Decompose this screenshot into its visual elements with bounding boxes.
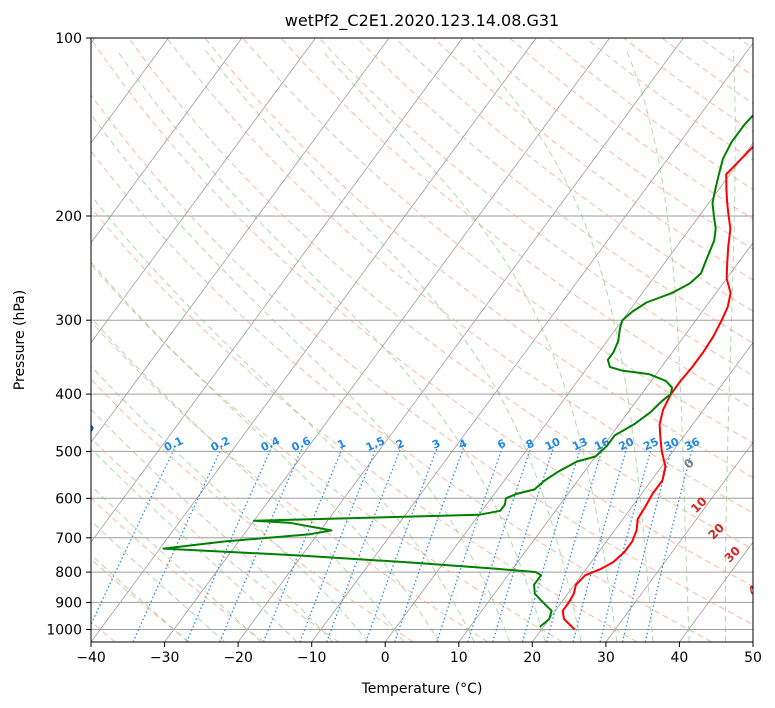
y-axis-label: Pressure (hPa) bbox=[12, 290, 28, 390]
temperature-trace bbox=[561, 145, 753, 631]
moist-adiabat-line bbox=[91, 316, 405, 642]
dry-adiabat-line bbox=[394, 38, 753, 312]
mixing-ratio-label: 10 bbox=[543, 435, 563, 453]
moist-adiabat-line bbox=[91, 408, 334, 642]
plot-frame bbox=[90, 37, 754, 643]
y-axis: 100 200 300 400 500 600 700 800 900 1000 bbox=[46, 31, 91, 639]
mixing-ratio-line bbox=[521, 446, 582, 642]
isotherm-line bbox=[91, 38, 316, 344]
moist-adiabat-line bbox=[724, 50, 736, 642]
mixing-ratio-line bbox=[326, 445, 403, 642]
grid-lines bbox=[91, 38, 753, 642]
dry-adiabat-line bbox=[91, 150, 713, 642]
moist-adiabat-line bbox=[91, 554, 189, 642]
moist-adiabat-line bbox=[91, 113, 511, 642]
dry-adiabat-line bbox=[356, 38, 753, 344]
isotherm-line bbox=[91, 38, 463, 543]
mixing-ratio-line bbox=[91, 445, 177, 626]
plot-area: 0.10.20.40.611.52346810131620253036-100-… bbox=[73, 37, 767, 643]
mixing-ratio-line bbox=[394, 445, 465, 642]
isotherm-line bbox=[91, 38, 169, 144]
dry-adiabat-line bbox=[318, 38, 753, 377]
y-tick-label: 400 bbox=[55, 387, 82, 403]
mixing-ratio-line bbox=[467, 446, 532, 642]
y-tick-label: 500 bbox=[55, 444, 82, 460]
isotherm-line bbox=[605, 441, 753, 642]
isotherm-line bbox=[91, 38, 390, 444]
moist-adiabats bbox=[91, 50, 736, 642]
y-tick-label: 300 bbox=[55, 313, 82, 329]
moist-adiabat-line bbox=[91, 194, 475, 642]
x-tick-label: 0 bbox=[381, 650, 390, 666]
moist-adiabat-line bbox=[473, 50, 654, 642]
moist-adiabat-line bbox=[116, 50, 546, 642]
isotherm-line bbox=[237, 38, 684, 642]
x-tick-label: −10 bbox=[297, 650, 327, 666]
y-tick-label: 900 bbox=[55, 595, 82, 611]
mixing-ratio-line bbox=[436, 446, 504, 642]
x-tick-label: −30 bbox=[150, 650, 180, 666]
moist-adiabat-line bbox=[91, 447, 298, 642]
y-tick-label: 800 bbox=[55, 565, 82, 581]
x-tick-label: −20 bbox=[223, 650, 253, 666]
mixing-ratio-label: 36 bbox=[683, 435, 703, 453]
moist-adiabat-line bbox=[626, 50, 690, 642]
mixing-ratio-line bbox=[299, 445, 378, 642]
mixing-ratio-line bbox=[186, 445, 273, 642]
dry-adiabat-line bbox=[91, 378, 414, 642]
mixing-ratio-line bbox=[546, 446, 604, 642]
isotherm-line bbox=[91, 38, 243, 244]
isotherm-line bbox=[311, 42, 753, 642]
moist-adiabat-line bbox=[91, 261, 440, 642]
y-tick-label: 700 bbox=[55, 531, 82, 547]
moist-adiabat-line bbox=[91, 365, 369, 642]
x-axis: −40 −30 −20 −10 0 10 20 30 40 50 bbox=[76, 642, 762, 666]
isotherm-line bbox=[531, 341, 753, 642]
mixing-ratio-label: 30 bbox=[662, 435, 682, 453]
mixing-ratio-label: 20 bbox=[617, 435, 637, 453]
isotherm-line bbox=[458, 242, 753, 642]
moist-adiabat-line bbox=[205, 50, 582, 642]
x-tick-label: 40 bbox=[670, 650, 688, 666]
isotherm-line bbox=[91, 38, 537, 642]
mixing-ratio-label: 16 bbox=[592, 435, 612, 453]
mixing-ratio-line bbox=[572, 446, 628, 642]
y-tick-label: 1000 bbox=[46, 623, 82, 639]
mixing-ratio-label: 13 bbox=[570, 435, 589, 453]
mixing-ratio-label: 25 bbox=[641, 435, 660, 453]
x-tick-label: −40 bbox=[76, 650, 106, 666]
dewpoint-trace bbox=[162, 113, 753, 628]
moist-adiabat-line bbox=[91, 519, 225, 642]
sounding-traces bbox=[162, 113, 753, 631]
x-tick-label: 50 bbox=[744, 650, 762, 666]
moist-adiabat-label: 40 bbox=[745, 576, 767, 598]
dry-adiabat-line bbox=[166, 38, 753, 514]
dry-adiabat-line bbox=[91, 94, 753, 626]
chart-title: wetPf2_C2E1.2020.123.14.08.G31 bbox=[285, 11, 559, 31]
dry-adiabat-label: -10 bbox=[73, 420, 98, 446]
moist-adiabat-line bbox=[321, 50, 618, 642]
dry-adiabat-line bbox=[128, 38, 753, 550]
dry-adiabats bbox=[91, 38, 753, 642]
y-tick-label: 600 bbox=[55, 491, 82, 507]
dry-adiabat-line bbox=[91, 206, 638, 642]
x-tick-label: 10 bbox=[450, 650, 468, 666]
x-tick-label: 30 bbox=[597, 650, 615, 666]
dry-adiabat-line bbox=[91, 263, 563, 642]
dry-adiabat-line bbox=[91, 437, 340, 642]
mixing-ratio-line bbox=[622, 446, 673, 642]
y-tick-label: 200 bbox=[55, 209, 82, 225]
y-tick-label: 100 bbox=[55, 31, 82, 47]
dry-adiabat-line bbox=[91, 38, 753, 588]
moist-adiabat-line bbox=[91, 484, 262, 642]
x-axis-label: Temperature (°C) bbox=[361, 681, 483, 697]
x-tick-label: 20 bbox=[523, 650, 541, 666]
isotherm-line bbox=[384, 142, 753, 642]
mixing-ratio-line bbox=[492, 446, 555, 642]
isotherm-line bbox=[164, 38, 611, 642]
